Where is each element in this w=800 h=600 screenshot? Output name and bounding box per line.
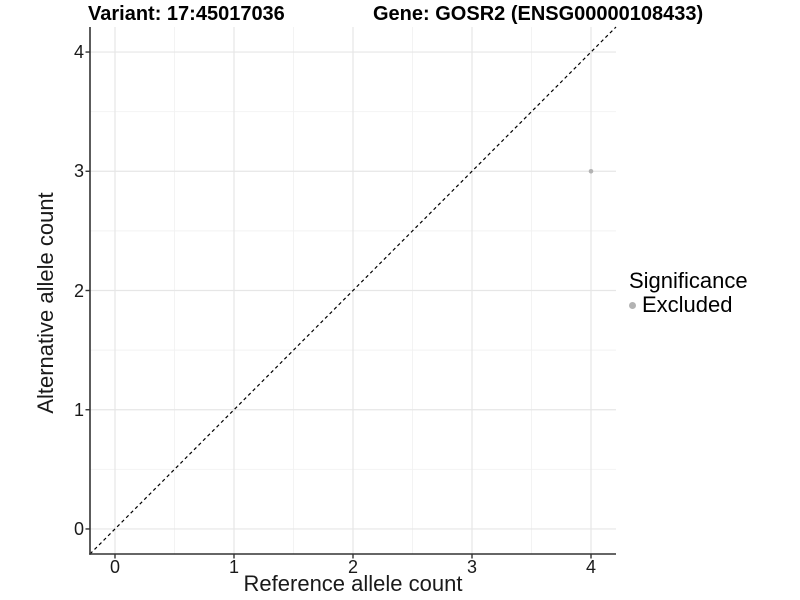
plot-title-variant: Variant: 17:45017036	[88, 3, 285, 25]
legend-item-label: Excluded	[642, 292, 733, 317]
plot-title-gene: Gene: GOSR2 (ENSG00000108433)	[373, 3, 704, 25]
y-tick-label: 3	[73, 161, 84, 182]
x-tick-label: 2	[347, 557, 359, 577]
legend-title: Significance	[629, 268, 748, 293]
x-tick-label: 1	[228, 557, 239, 577]
y-tick-label: 2	[73, 280, 84, 301]
data-point-excluded	[588, 168, 594, 174]
x-tick-label: 3	[466, 557, 478, 577]
legend: Significance Excluded	[629, 268, 748, 317]
legend-item-excluded: Excluded	[629, 293, 748, 317]
y-tick-label: 1	[73, 399, 84, 420]
y-tick-label: 0	[73, 518, 84, 539]
x-axis-title: Reference allele count	[243, 571, 463, 596]
x-tick-label: 4	[585, 557, 597, 577]
x-tick-label: 0	[109, 557, 120, 577]
y-tick-label: 4	[73, 42, 84, 63]
y-axis-title: Alternative allele count	[33, 192, 58, 414]
legend-key-dot	[629, 301, 636, 309]
identity-reference-line	[89, 26, 617, 555]
